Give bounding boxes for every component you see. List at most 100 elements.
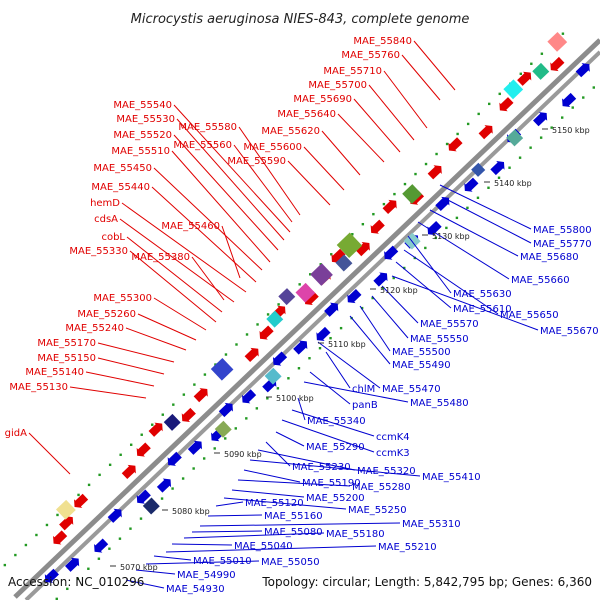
gene-box-shape bbox=[214, 420, 232, 438]
gene-label-upper: MAE_55130 bbox=[9, 382, 68, 393]
leader-lower bbox=[381, 285, 419, 324]
gene-label-upper: MAE_55530 bbox=[116, 114, 175, 125]
tick-label: 5080 kbp bbox=[172, 507, 210, 516]
gene-arrow-upper bbox=[382, 199, 397, 215]
guide-dot bbox=[224, 353, 228, 356]
leader-lower bbox=[125, 579, 165, 589]
gene-box-shape bbox=[210, 357, 234, 381]
guide-dot bbox=[151, 423, 154, 426]
gene-arrow-lower-shape bbox=[347, 289, 362, 304]
gene-arrow-upper-shape bbox=[331, 248, 346, 263]
gene-label-lower: MAE_55610 bbox=[453, 304, 512, 315]
leader-lower bbox=[135, 569, 176, 575]
guide-dot bbox=[298, 283, 301, 286]
gene-arrow-lower-shape bbox=[324, 302, 339, 317]
tick-label: 5140 kbp bbox=[494, 179, 532, 188]
gene-arrow-upper bbox=[244, 347, 259, 363]
gene-label-lower: MAE_55180 bbox=[326, 529, 385, 540]
tick-label: 5110 kbp bbox=[328, 340, 366, 349]
gene-arrow-lower bbox=[44, 568, 59, 583]
guide-dot bbox=[539, 136, 543, 139]
gene-box-shape bbox=[503, 79, 524, 100]
gene-arrow-lower-shape bbox=[167, 451, 182, 466]
gene-arrow-upper bbox=[136, 442, 151, 457]
guide-dot bbox=[382, 202, 386, 206]
gene-arrow-lower-shape bbox=[218, 402, 233, 418]
leader-upper bbox=[401, 54, 441, 101]
guide-dot bbox=[466, 206, 469, 210]
gene-label-upper: MAE_55240 bbox=[65, 323, 124, 334]
gene-label-upper: cobL bbox=[101, 232, 125, 243]
guide-dot bbox=[445, 142, 449, 146]
leader-lower bbox=[443, 197, 532, 244]
tick-label: 5100 kbp bbox=[276, 394, 314, 403]
gene-label-lower: chlM bbox=[352, 384, 375, 395]
gene-arrow-upper-shape bbox=[427, 165, 442, 180]
gene-arrow-upper bbox=[193, 388, 208, 403]
leader-lower bbox=[359, 305, 391, 352]
gene-label-lower: MAE_55570 bbox=[420, 319, 479, 330]
guide-dot bbox=[45, 523, 49, 527]
gene-label-lower: MAE_55210 bbox=[378, 542, 437, 553]
leader-upper bbox=[151, 186, 257, 283]
gene-arrow-upper bbox=[517, 71, 532, 86]
gene-arrow-lower-shape bbox=[464, 177, 479, 192]
guide-dot bbox=[456, 132, 459, 136]
guide-dot bbox=[77, 493, 80, 497]
leader-lower bbox=[243, 469, 301, 483]
gene-arrow-upper bbox=[121, 464, 136, 479]
gene-label-lower: MAE_55280 bbox=[352, 482, 411, 493]
gene-arrow-upper bbox=[499, 97, 514, 112]
leader-lower bbox=[303, 381, 409, 403]
guide-dot bbox=[3, 563, 7, 567]
guide-dot bbox=[351, 233, 354, 236]
guide-dot bbox=[540, 52, 544, 55]
gene-arrow-upper-shape bbox=[448, 137, 463, 152]
gene-box bbox=[402, 184, 422, 204]
gene-arrow-lower-shape bbox=[136, 489, 151, 504]
leader-lower bbox=[231, 489, 305, 498]
leader-lower bbox=[199, 522, 401, 527]
gene-arrow-lower bbox=[435, 196, 450, 211]
gene-label-upper: MAE_55760 bbox=[341, 50, 400, 61]
leader-upper bbox=[126, 236, 223, 313]
guide-dot bbox=[498, 92, 501, 96]
gene-box-shape bbox=[295, 282, 316, 303]
gene-arrow-lower bbox=[156, 478, 172, 493]
gene-arrow-upper-shape bbox=[74, 493, 89, 508]
gene-arrow-lower bbox=[533, 112, 548, 127]
gene-arrow-lower-shape bbox=[575, 63, 590, 78]
gene-arrow-lower bbox=[347, 289, 362, 304]
leader-upper bbox=[173, 134, 279, 251]
gene-label-lower: MAE_55800 bbox=[533, 225, 592, 236]
leader-lower bbox=[153, 555, 192, 561]
guide-dot bbox=[477, 112, 480, 116]
gene-arrow-upper bbox=[427, 165, 442, 180]
label-leaders bbox=[28, 40, 539, 589]
gene-label-upper: MAE_55260 bbox=[77, 309, 136, 320]
gene-arrow-lower bbox=[384, 245, 399, 260]
gene-label-lower: MAE_55250 bbox=[348, 505, 407, 516]
guide-dot bbox=[393, 192, 396, 196]
gene-arrow-lower-shape bbox=[94, 538, 109, 553]
guide-dot bbox=[518, 156, 522, 159]
gene-box bbox=[163, 413, 181, 431]
gene-arrow-lower-shape bbox=[156, 478, 172, 493]
gene-arrow-lower bbox=[464, 177, 479, 192]
leader-lower bbox=[249, 459, 421, 477]
gene-label-upper: MAE_55690 bbox=[293, 94, 352, 105]
guide-dot bbox=[87, 483, 91, 487]
gene-box-shape bbox=[336, 232, 363, 259]
guide-dot bbox=[530, 62, 533, 65]
gene-label-lower: MAE_55490 bbox=[392, 360, 451, 371]
leader-lower bbox=[215, 501, 244, 507]
gene-features bbox=[44, 31, 590, 583]
leader-upper bbox=[368, 84, 415, 141]
gene-label-upper: MAE_55520 bbox=[113, 130, 172, 141]
gene-label-lower: MAE_55310 bbox=[402, 519, 461, 530]
leader-lower bbox=[281, 419, 375, 453]
gene-label-lower: MAE_55550 bbox=[410, 334, 469, 345]
guide-dot bbox=[424, 162, 428, 166]
gene-arrow-upper-shape bbox=[193, 388, 208, 403]
gene-label-lower: ccmK4 bbox=[376, 432, 410, 443]
